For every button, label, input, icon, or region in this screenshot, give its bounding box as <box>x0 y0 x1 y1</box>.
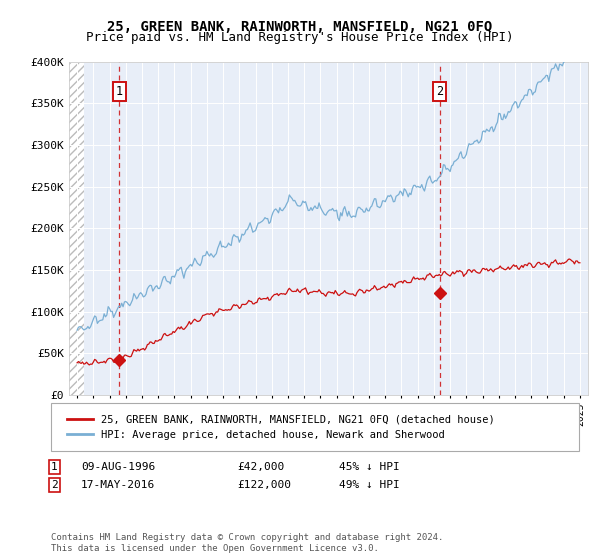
Legend: 25, GREEN BANK, RAINWORTH, MANSFIELD, NG21 0FQ (detached house), HPI: Average pr: 25, GREEN BANK, RAINWORTH, MANSFIELD, NG… <box>61 409 500 445</box>
Text: £42,000: £42,000 <box>237 462 284 472</box>
Text: £122,000: £122,000 <box>237 480 291 490</box>
Text: 09-AUG-1996: 09-AUG-1996 <box>81 462 155 472</box>
Text: 1: 1 <box>116 85 123 98</box>
Text: 2: 2 <box>436 85 443 98</box>
Text: 2: 2 <box>51 480 58 490</box>
Text: 45% ↓ HPI: 45% ↓ HPI <box>339 462 400 472</box>
Bar <box>69 62 84 395</box>
Text: Price paid vs. HM Land Registry's House Price Index (HPI): Price paid vs. HM Land Registry's House … <box>86 31 514 44</box>
Text: 49% ↓ HPI: 49% ↓ HPI <box>339 480 400 490</box>
FancyBboxPatch shape <box>51 403 579 451</box>
Text: Contains HM Land Registry data © Crown copyright and database right 2024.: Contains HM Land Registry data © Crown c… <box>51 533 443 542</box>
Text: 17-MAY-2016: 17-MAY-2016 <box>81 480 155 490</box>
Text: 25, GREEN BANK, RAINWORTH, MANSFIELD, NG21 0FQ: 25, GREEN BANK, RAINWORTH, MANSFIELD, NG… <box>107 20 493 34</box>
Text: This data is licensed under the Open Government Licence v3.0.: This data is licensed under the Open Gov… <box>51 544 379 553</box>
Text: 1: 1 <box>51 462 58 472</box>
